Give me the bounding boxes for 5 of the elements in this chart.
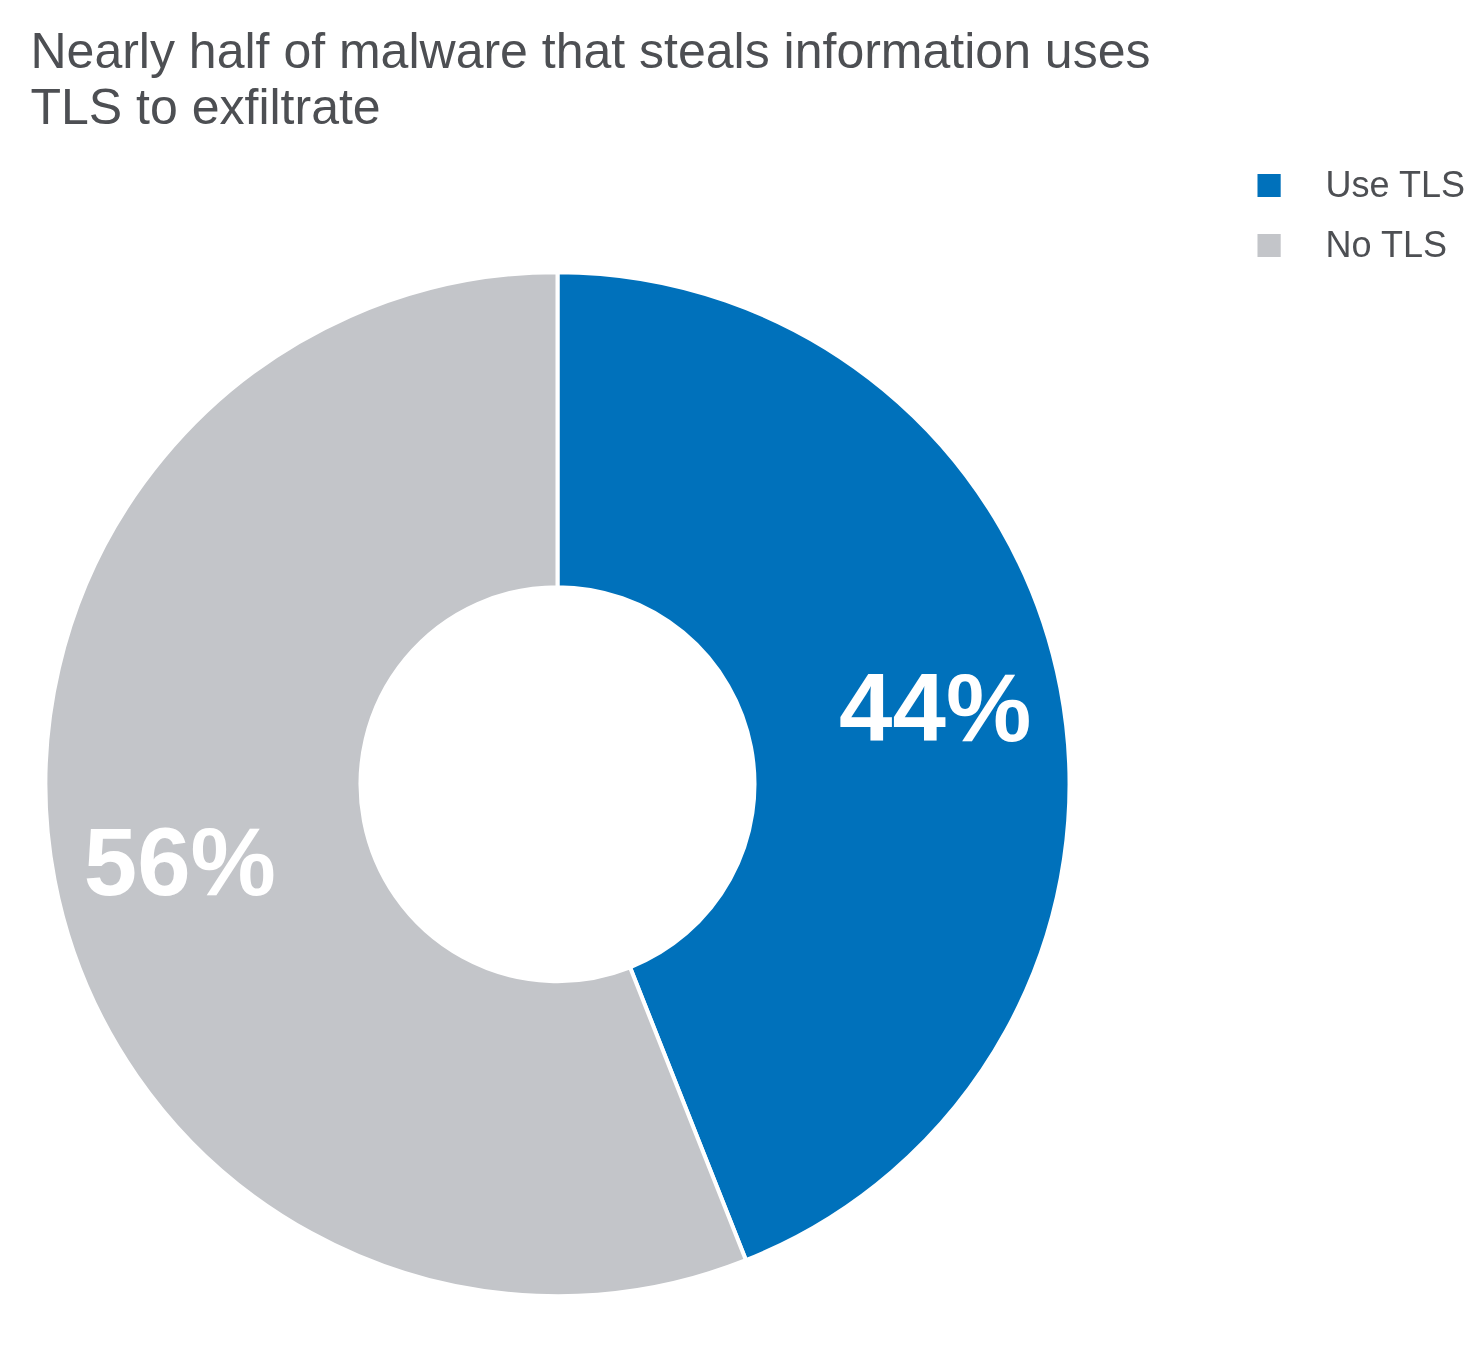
chart-title: Nearly half of malware that steals information uses TLS to exfiltrate: [30, 22, 1151, 135]
legend-label: No TLS: [1325, 224, 1447, 266]
data-label: 44%: [839, 653, 1032, 761]
data-label: 56%: [83, 807, 276, 915]
legend-label: Use TLS: [1325, 164, 1465, 206]
